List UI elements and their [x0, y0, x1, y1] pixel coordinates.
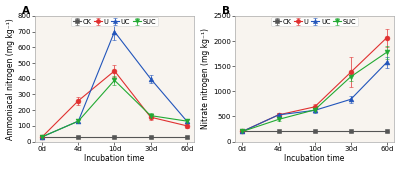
Y-axis label: Nitrate nitrogen (mg kg⁻¹): Nitrate nitrogen (mg kg⁻¹) — [201, 28, 210, 129]
Legend: CK, U, UC, SUC: CK, U, UC, SUC — [271, 17, 358, 26]
Text: B: B — [222, 6, 230, 16]
X-axis label: Incubation time: Incubation time — [84, 154, 145, 163]
Y-axis label: Ammoniacal nitrogen (mg kg⁻¹): Ammoniacal nitrogen (mg kg⁻¹) — [6, 18, 14, 140]
X-axis label: Incubation time: Incubation time — [284, 154, 345, 163]
Legend: CK, U, UC, SUC: CK, U, UC, SUC — [71, 17, 158, 26]
Text: A: A — [22, 6, 30, 16]
